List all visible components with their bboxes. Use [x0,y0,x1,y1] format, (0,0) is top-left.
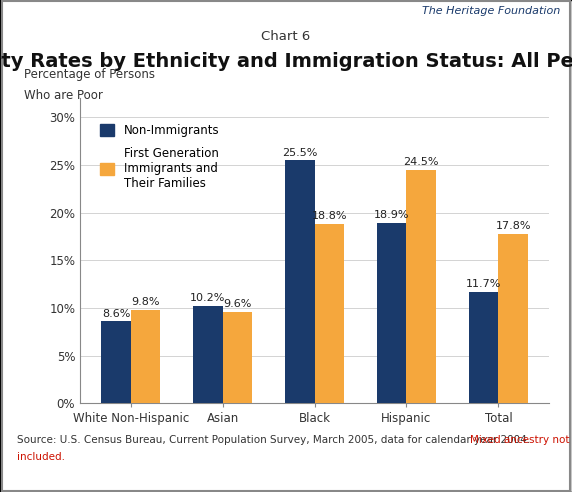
Bar [223,312,252,403]
Text: 24.5%: 24.5% [403,157,439,167]
Text: 18.8%: 18.8% [312,212,347,221]
Bar [407,170,436,403]
Bar [315,224,344,403]
Text: Percentage of Persons: Percentage of Persons [24,68,155,81]
Text: 9.8%: 9.8% [131,297,160,307]
Text: Chart 6: Chart 6 [261,31,311,43]
Text: 8.6%: 8.6% [102,308,130,319]
Bar [377,223,407,403]
Text: 18.9%: 18.9% [374,211,410,220]
Text: Source: U.S. Census Bureau, Current Population Survey, March 2005, data for cale: Source: U.S. Census Bureau, Current Popu… [17,435,534,445]
Text: 10.2%: 10.2% [190,293,226,304]
Bar [101,321,131,403]
Text: Who are Poor: Who are Poor [24,89,102,102]
Legend: Non-Immigrants, First Generation
Immigrants and
Their Families: Non-Immigrants, First Generation Immigra… [96,120,224,194]
Text: 17.8%: 17.8% [495,221,531,231]
Bar [285,160,315,403]
Bar [498,234,528,403]
Bar [131,310,160,403]
Text: 9.6%: 9.6% [223,299,252,309]
Text: Mixed ancestry not: Mixed ancestry not [470,435,570,445]
Text: 25.5%: 25.5% [282,148,317,157]
Bar [469,292,498,403]
Text: 11.7%: 11.7% [466,279,502,289]
Text: The Heritage Foundation: The Heritage Foundation [422,6,561,16]
Bar [193,306,223,403]
Text: included.: included. [17,452,65,461]
Text: Poverty Rates by Ethnicity and Immigration Status: All Persons: Poverty Rates by Ethnicity and Immigrati… [0,52,572,71]
